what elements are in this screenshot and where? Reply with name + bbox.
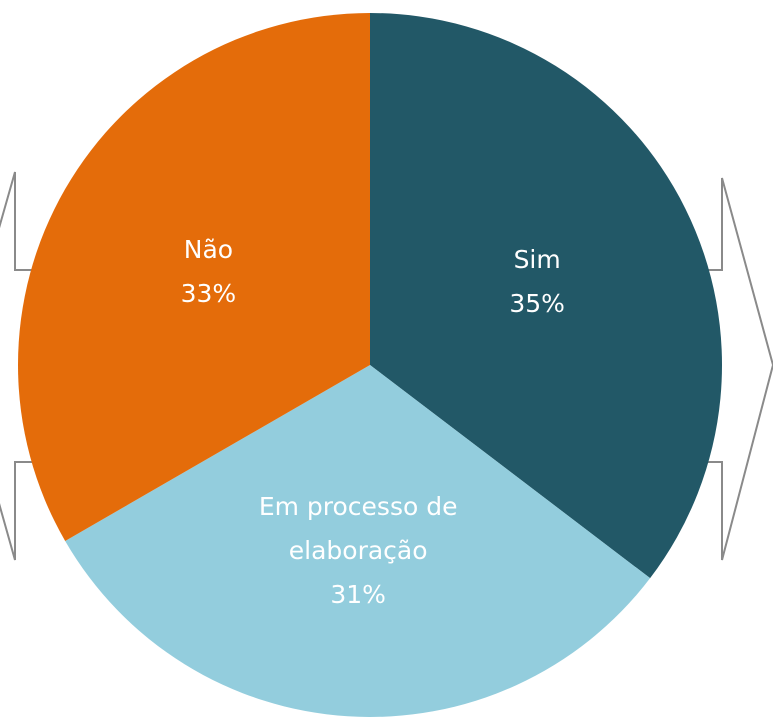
category-label: Não (183, 234, 234, 264)
slice-label: Sim 35% (407, 238, 667, 326)
slice-label: Em processo de elaboração 31% (228, 485, 488, 617)
value-label: 33% (180, 278, 237, 308)
pie-slice (65, 365, 651, 717)
value-label: 31% (330, 580, 386, 610)
category-label: Sim (513, 245, 561, 275)
value-label: 35% (509, 289, 565, 319)
pie-slice (18, 13, 371, 541)
category-label: Em processo de elaboração (258, 492, 458, 566)
slice-label: Não 33% (78, 228, 338, 316)
pie-slice (370, 13, 722, 579)
